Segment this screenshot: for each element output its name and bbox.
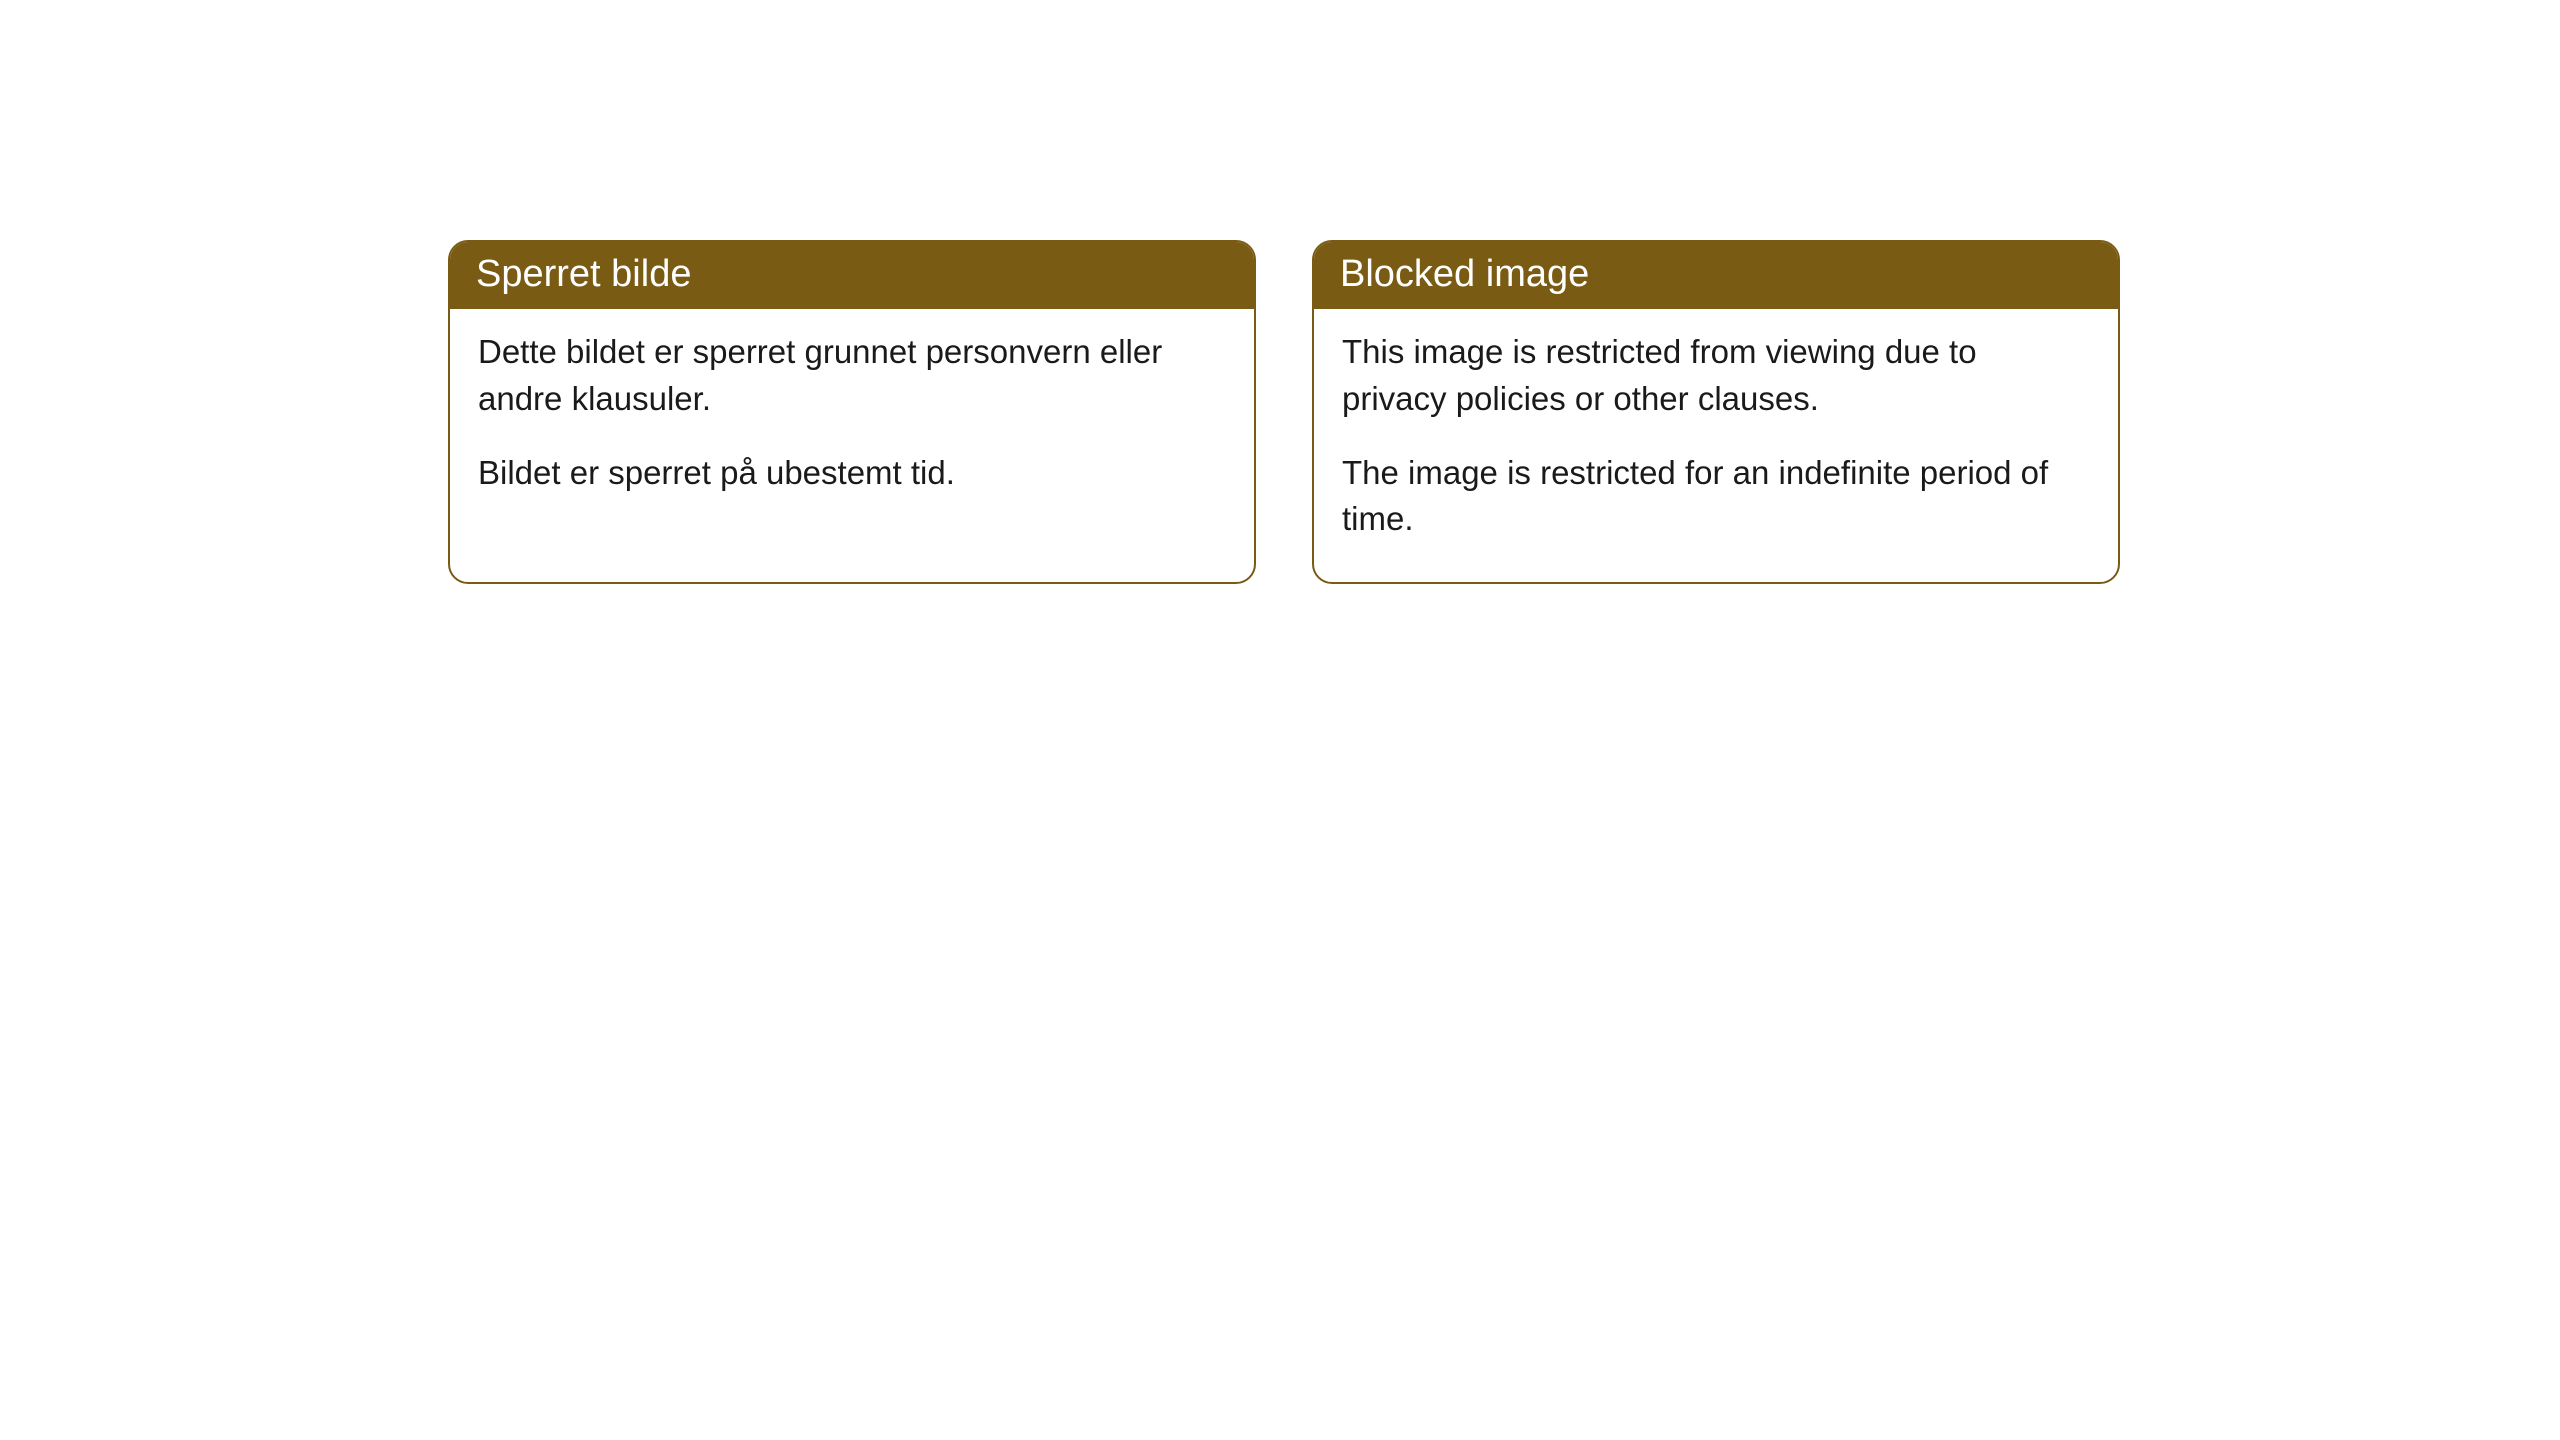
blocked-image-card-no: Sperret bilde Dette bildet er sperret gr… xyxy=(448,240,1256,584)
card-body-no: Dette bildet er sperret grunnet personve… xyxy=(450,309,1254,536)
card-paragraph-1-en: This image is restricted from viewing du… xyxy=(1342,329,2090,421)
card-header-no: Sperret bilde xyxy=(450,242,1254,309)
card-header-en: Blocked image xyxy=(1314,242,2118,309)
notice-cards-container: Sperret bilde Dette bildet er sperret gr… xyxy=(448,240,2560,584)
card-paragraph-2-en: The image is restricted for an indefinit… xyxy=(1342,450,2090,542)
card-paragraph-2-no: Bildet er sperret på ubestemt tid. xyxy=(478,450,1226,496)
card-body-en: This image is restricted from viewing du… xyxy=(1314,309,2118,582)
card-paragraph-1-no: Dette bildet er sperret grunnet personve… xyxy=(478,329,1226,421)
blocked-image-card-en: Blocked image This image is restricted f… xyxy=(1312,240,2120,584)
